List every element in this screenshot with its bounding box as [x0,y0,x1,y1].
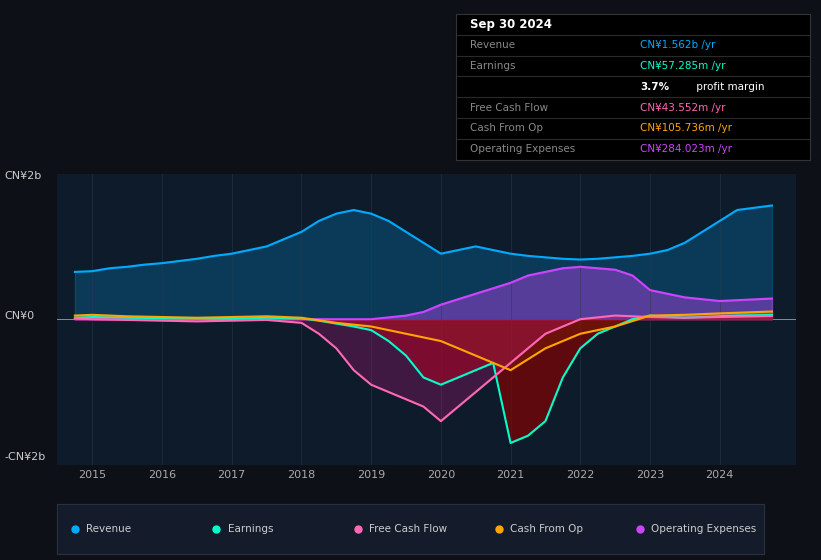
Text: profit margin: profit margin [693,82,765,92]
Text: CN¥2b: CN¥2b [4,171,41,181]
Text: Sep 30 2024: Sep 30 2024 [470,18,552,31]
Text: CN¥284.023m /yr: CN¥284.023m /yr [640,144,732,154]
Text: Revenue: Revenue [470,40,515,50]
Text: Cash From Op: Cash From Op [510,524,583,534]
Text: Earnings: Earnings [470,61,516,71]
Text: CN¥1.562b /yr: CN¥1.562b /yr [640,40,715,50]
Text: CN¥105.736m /yr: CN¥105.736m /yr [640,123,732,133]
Text: CN¥0: CN¥0 [4,311,34,321]
Text: Revenue: Revenue [86,524,131,534]
Text: Cash From Op: Cash From Op [470,123,543,133]
Text: Earnings: Earnings [227,524,273,534]
Text: 3.7%: 3.7% [640,82,669,92]
Text: Operating Expenses: Operating Expenses [651,524,756,534]
Text: -CN¥2b: -CN¥2b [4,452,45,462]
Text: Free Cash Flow: Free Cash Flow [470,102,548,113]
Text: CN¥43.552m /yr: CN¥43.552m /yr [640,102,726,113]
Text: CN¥57.285m /yr: CN¥57.285m /yr [640,61,726,71]
Text: Operating Expenses: Operating Expenses [470,144,575,154]
Text: Free Cash Flow: Free Cash Flow [369,524,447,534]
